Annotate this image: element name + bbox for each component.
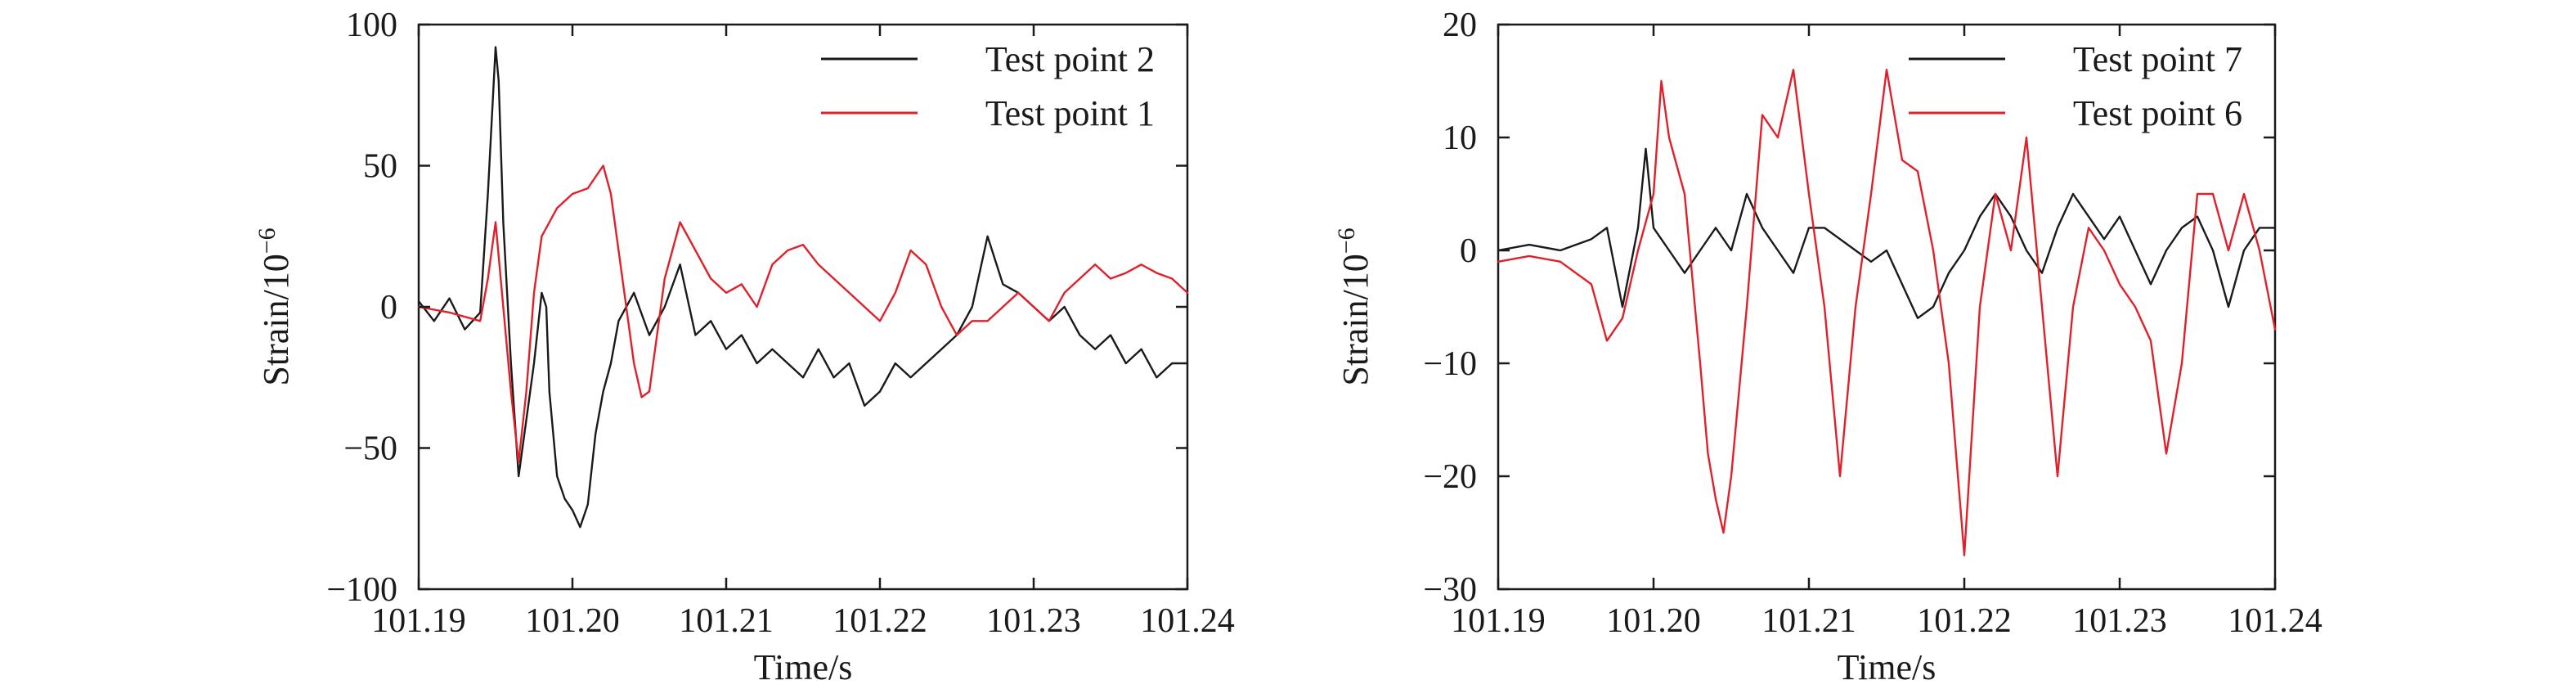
- chart-1: 101.19 101.20 101.21 101.22 101.23 101.24 −100…: [254, 7, 1235, 687]
- x-tick-label: 101.19: [371, 602, 466, 640]
- legend-label: Test point 1: [985, 93, 1155, 133]
- x-tick-label: 101.20: [1606, 602, 1701, 640]
- y-tick-label: −50: [343, 430, 397, 468]
- x-tick-label: 101.19: [1451, 602, 1546, 640]
- x-tick-label: 101.21: [1761, 602, 1856, 640]
- y-tick-label: 0: [1460, 232, 1477, 270]
- y-axis-label: Strain/10−6: [1333, 227, 1376, 385]
- legend-label: Test point 6: [2073, 93, 2242, 133]
- chart-2: 101.19 101.20 101.21 101.22 101.23 101.24 −30 −…: [1333, 7, 2322, 687]
- series-line-test-point-1: [417, 164, 1189, 463]
- x-tick-label: 101.21: [679, 602, 774, 640]
- legend: Test point 2 Test point 1: [821, 39, 1155, 133]
- y-tick-label: 10: [1443, 119, 1477, 157]
- y-tick-label: 20: [1443, 7, 1477, 44]
- y-tick-label: 50: [363, 148, 397, 186]
- legend-label: Test point 7: [2073, 39, 2242, 79]
- y-tick-label: 0: [380, 289, 397, 326]
- y-tick-label: −20: [1423, 458, 1477, 496]
- y-axis-label: Strain/10−6: [254, 227, 296, 385]
- x-tick-label: 101.23: [2072, 602, 2167, 640]
- x-tick-label: 101.24: [1140, 602, 1235, 640]
- x-tick-label: 101.20: [525, 602, 620, 640]
- x-tick-label: 101.22: [832, 602, 927, 640]
- y-axis-label-exponent: −6: [254, 227, 280, 254]
- x-axis-label: Time/s: [754, 647, 853, 687]
- plot-frame: [1497, 23, 2277, 591]
- series-line-test-point-7: [1497, 147, 2277, 319]
- y-tick-label: 100: [346, 7, 397, 44]
- y-axis-label-exponent: −6: [1333, 227, 1360, 254]
- x-tick-label: 101.22: [1917, 602, 2012, 640]
- legend: Test point 7 Test point 6: [1909, 39, 2242, 133]
- y-tick-label: −100: [326, 571, 397, 609]
- x-tick-label: 101.23: [986, 602, 1081, 640]
- y-tick-label: −30: [1423, 571, 1477, 609]
- x-axis-label: Time/s: [1838, 647, 1936, 687]
- y-tick-label: −10: [1423, 345, 1477, 383]
- x-tick-label: 101.24: [2228, 602, 2322, 640]
- legend-label: Test point 2: [985, 39, 1155, 79]
- series-line-test-point-6: [1497, 68, 2277, 556]
